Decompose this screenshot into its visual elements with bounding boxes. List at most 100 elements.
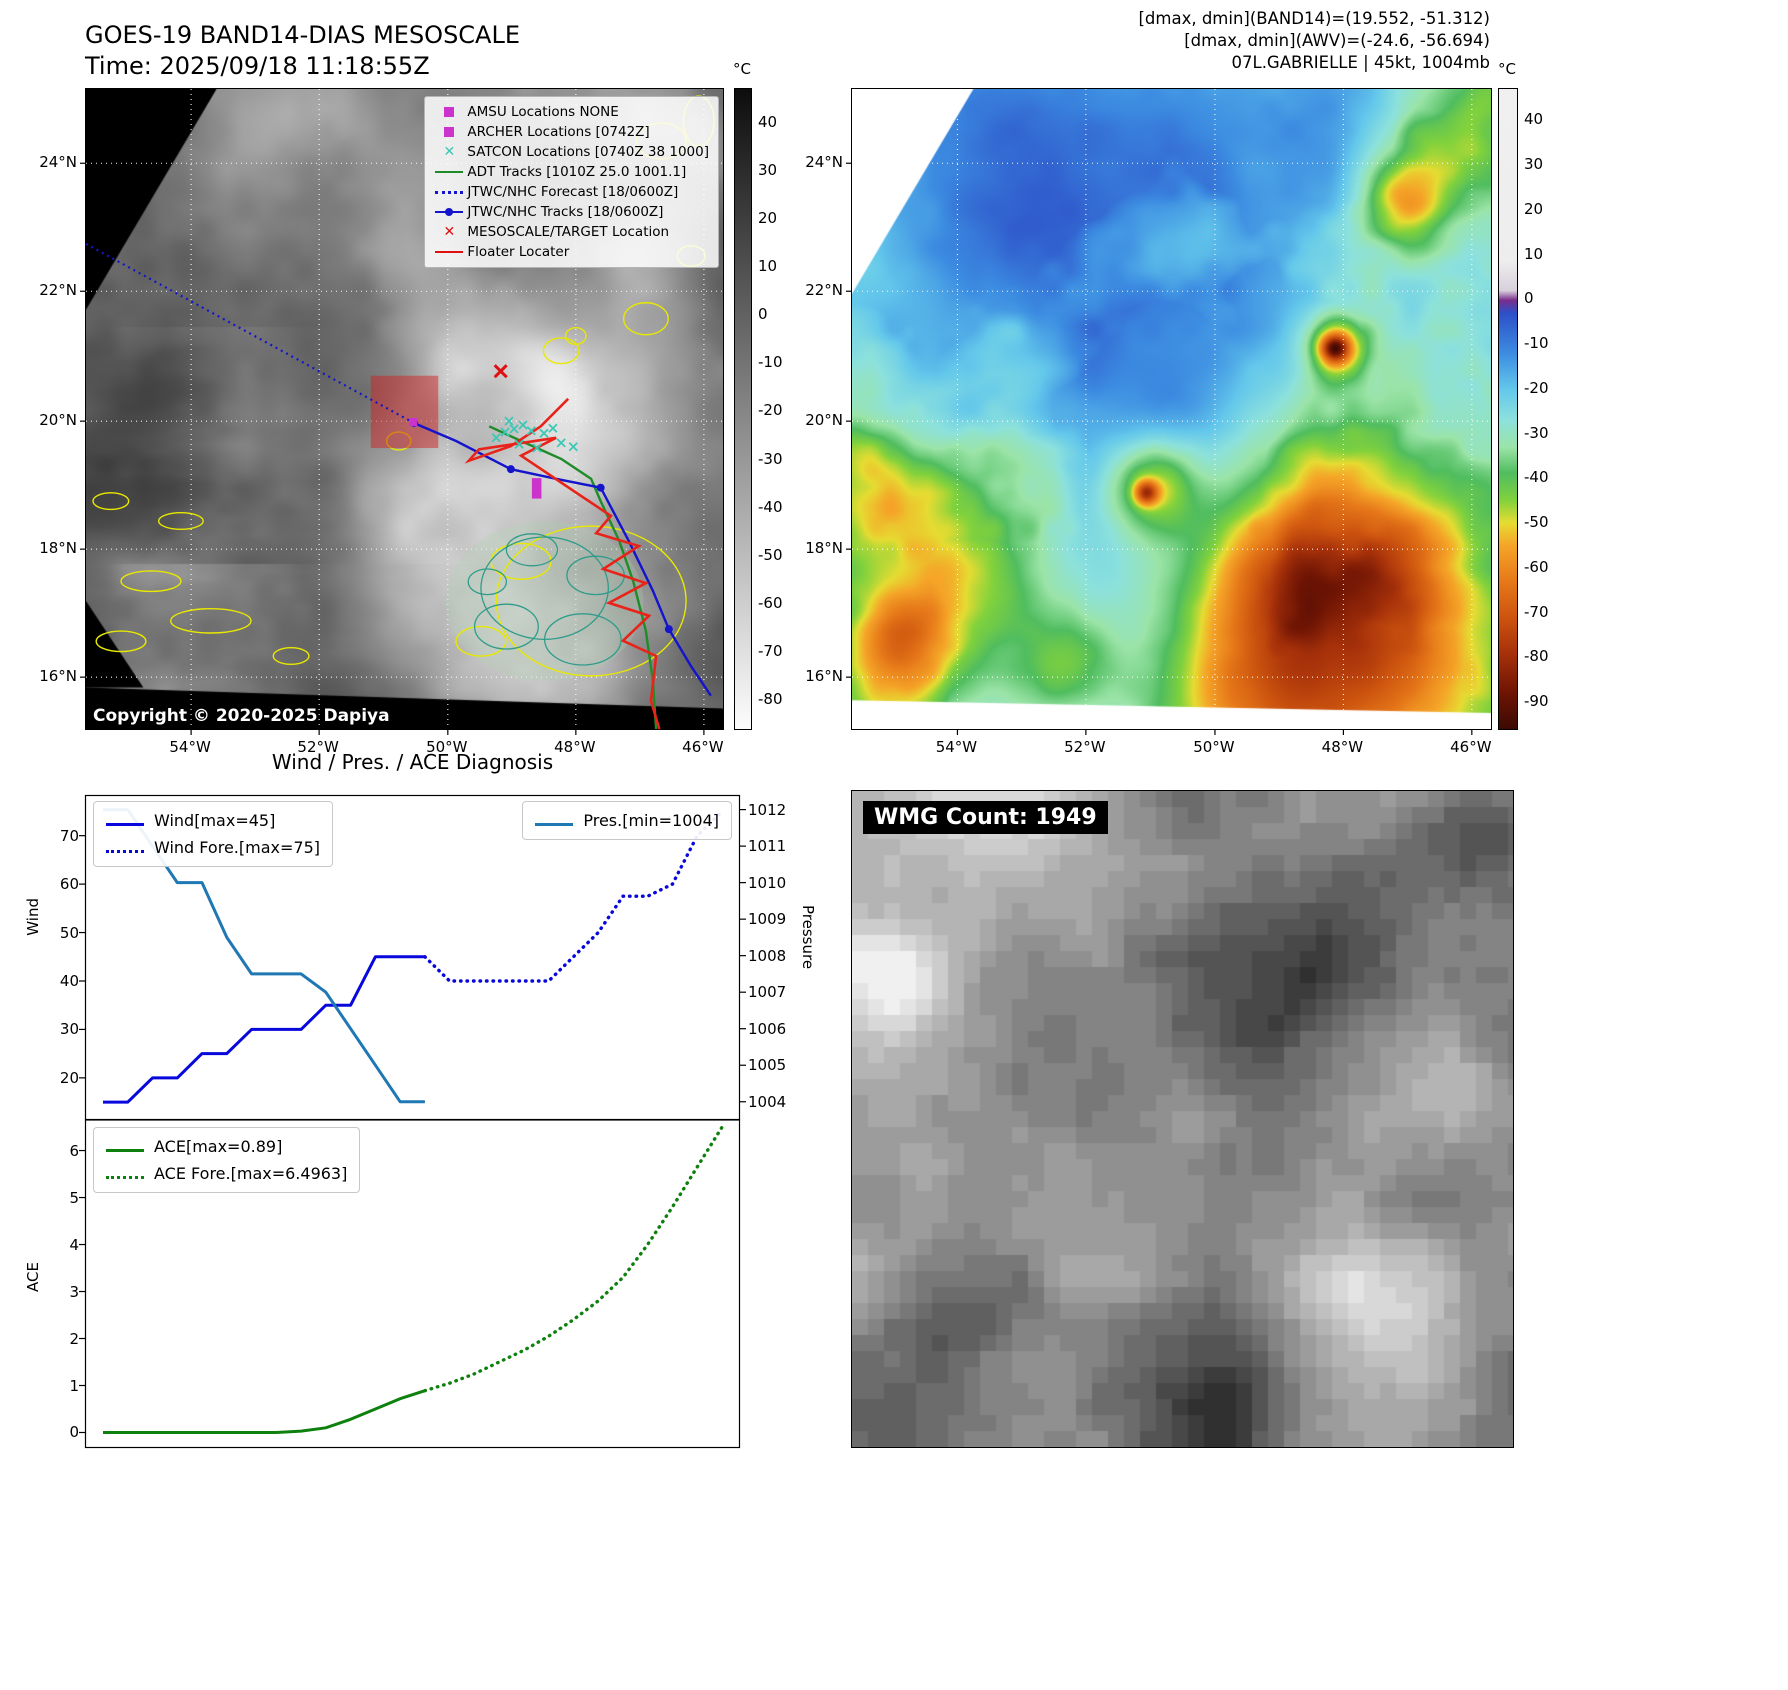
ir-contour-yellow bbox=[622, 302, 669, 336]
awv-y-tick-label: 16°N bbox=[805, 667, 843, 686]
legend-item: AMSU Locations NONE bbox=[431, 102, 709, 122]
diagnosis-charts bbox=[79, 794, 746, 1449]
legend-item: ARCHER Locations [0742Z] bbox=[431, 122, 709, 142]
wind-ytick-label: 50 bbox=[59, 923, 79, 942]
satcon-marker bbox=[556, 438, 566, 448]
awv-y-tick-label: 24°N bbox=[805, 153, 843, 172]
archer-marker bbox=[531, 478, 542, 499]
awv-colorbar-tick-label: -70 bbox=[1524, 602, 1549, 621]
cold-cloud-fill bbox=[445, 521, 644, 681]
ir-contour-yellow bbox=[92, 492, 130, 511]
adt-track-line bbox=[488, 425, 658, 730]
band14-x-tick-label: 54°W bbox=[169, 738, 211, 756]
chart-legend-label: ACE Fore.[max=6.4963] bbox=[154, 1164, 348, 1183]
chart-legend-label: Wind[max=45] bbox=[154, 811, 276, 830]
pressure-ytick-label: 1009 bbox=[748, 910, 787, 929]
band14-map-panel: AMSU Locations NONE ARCHER Locations [074… bbox=[80, 88, 724, 735]
legend-label: AMSU Locations NONE bbox=[467, 104, 619, 120]
satcon-marker bbox=[526, 426, 536, 436]
ir-contour-yellow bbox=[564, 327, 587, 346]
satcon-marker bbox=[518, 420, 528, 430]
chart-legend-marker bbox=[106, 1137, 154, 1156]
chart-legend-item: Wind[max=45] bbox=[106, 807, 320, 834]
awv-colorbar-tick-label: -10 bbox=[1524, 334, 1549, 353]
legend-item: JTWC/NHC Forecast [18/0600Z] bbox=[431, 182, 709, 202]
awv-colorbar-tick-label: 20 bbox=[1524, 199, 1544, 218]
chart-legend-item: ACE Fore.[max=6.4963] bbox=[106, 1160, 347, 1187]
ir-contour-teal bbox=[467, 568, 508, 596]
mesoscale-target-box bbox=[370, 375, 439, 449]
ir-contour-teal bbox=[473, 603, 539, 650]
ir-contour-yellow bbox=[170, 607, 252, 634]
ir-contour-teal bbox=[543, 613, 622, 666]
ace-ytick-label: 4 bbox=[69, 1235, 79, 1254]
chart-legend-marker bbox=[106, 1164, 154, 1183]
ace-ytick-label: 5 bbox=[69, 1188, 79, 1207]
awv-colorbar-tick-label: 40 bbox=[1524, 110, 1544, 129]
awv-colorbar-tick-label: -20 bbox=[1524, 378, 1549, 397]
band14-colorbar-tick-label: -50 bbox=[758, 545, 783, 564]
ace-ytick-label: 0 bbox=[69, 1423, 79, 1442]
wmg-panel: WMG Count: 1949 bbox=[851, 790, 1514, 1448]
amsu-marker bbox=[409, 417, 418, 427]
pressure-legend: Pres.[min=1004] bbox=[522, 801, 732, 840]
awv-y-tick-label: 18°N bbox=[805, 539, 843, 558]
satcon-marker bbox=[548, 423, 558, 433]
satcon-marker bbox=[514, 439, 524, 449]
pressure-axis-label: Pressure bbox=[799, 905, 817, 970]
legend-label: JTWC/NHC Forecast [18/0600Z] bbox=[467, 184, 679, 200]
awv-x-tick-label: 50°W bbox=[1193, 738, 1235, 756]
chart-legend-label: Wind Fore.[max=75] bbox=[154, 838, 320, 857]
ace-legend: ACE[max=0.89] ACE Fore.[max=6.4963] bbox=[93, 1127, 361, 1193]
awv-satellite-image bbox=[852, 89, 1491, 729]
satcon-marker bbox=[568, 442, 578, 452]
pressure-ytick-label: 1006 bbox=[748, 1019, 787, 1038]
awv-colorbar-unit: °C bbox=[1498, 60, 1516, 78]
legend-marker-dotted bbox=[431, 190, 467, 194]
pressure-ytick-label: 1008 bbox=[748, 946, 787, 965]
band14-colorbar-tick-label: -20 bbox=[758, 401, 783, 420]
ace-ytick-label: 3 bbox=[69, 1282, 79, 1301]
satcon-marker bbox=[504, 416, 514, 426]
pressure-ytick-label: 1007 bbox=[748, 983, 787, 1002]
pressure-ytick-label: 1004 bbox=[748, 1092, 787, 1111]
awv-colorbar-tick-label: -60 bbox=[1524, 557, 1549, 576]
band14-colorbar-tick-label: 20 bbox=[758, 208, 778, 227]
band14-colorbar bbox=[734, 88, 752, 730]
ir-contour-yellow bbox=[95, 630, 147, 653]
chart-legend-item: Wind Fore.[max=75] bbox=[106, 834, 320, 861]
wind-ytick-label: 70 bbox=[59, 826, 79, 845]
band14-colorbar-tick-label: -40 bbox=[758, 497, 783, 516]
chart-legend-label: Pres.[min=1004] bbox=[583, 811, 719, 830]
awv-colorbar-tick-label: 0 bbox=[1524, 289, 1534, 308]
legend-marker-x: ✕ bbox=[443, 144, 456, 160]
band14-colorbar-tick-label: -30 bbox=[758, 449, 783, 468]
band14-colorbar-tick-label: -80 bbox=[758, 690, 783, 709]
band14-y-tick-label: 18°N bbox=[39, 539, 77, 558]
legend-item: ✕ MESOSCALE/TARGET Location bbox=[431, 222, 709, 242]
awv-x-tick-label: 54°W bbox=[935, 738, 978, 756]
awv-colorbar-tick-label: -50 bbox=[1524, 513, 1549, 532]
awv-colorbar bbox=[1498, 88, 1518, 730]
band14-colorbar-tick-label: -60 bbox=[758, 593, 783, 612]
legend-item: ADT Tracks [1010Z 25.0 1001.1] bbox=[431, 162, 709, 182]
band14-y-tick-label: 24°N bbox=[39, 153, 77, 172]
legend-marker-x: ✕ bbox=[443, 224, 456, 240]
awv-colorbar-tick-label: -30 bbox=[1524, 423, 1549, 442]
awv-overlay bbox=[846, 89, 1491, 735]
awv-map-panel bbox=[846, 88, 1492, 735]
awv-header-line2: [dmax, dmin](AWV)=(-24.6, -56.694) bbox=[1184, 31, 1490, 50]
band14-legend: AMSU Locations NONE ARCHER Locations [074… bbox=[424, 96, 719, 268]
series-wind-max-45- bbox=[103, 955, 425, 1104]
band14-colorbar-tick-label: 40 bbox=[758, 112, 778, 131]
legend-marker-square bbox=[431, 107, 467, 117]
band14-title: GOES-19 BAND14-DIAS MESOSCALE bbox=[85, 21, 521, 49]
band14-y-tick-label: 20°N bbox=[39, 411, 77, 430]
awv-colorbar-tick-label: -40 bbox=[1524, 468, 1549, 487]
satcon-marker bbox=[539, 428, 549, 438]
band14-y-tick-label: 16°N bbox=[39, 667, 77, 686]
chart-legend-marker bbox=[106, 838, 154, 857]
band14-colorbar-tick-label: -10 bbox=[758, 353, 783, 372]
pressure-ytick-label: 1010 bbox=[748, 873, 787, 892]
